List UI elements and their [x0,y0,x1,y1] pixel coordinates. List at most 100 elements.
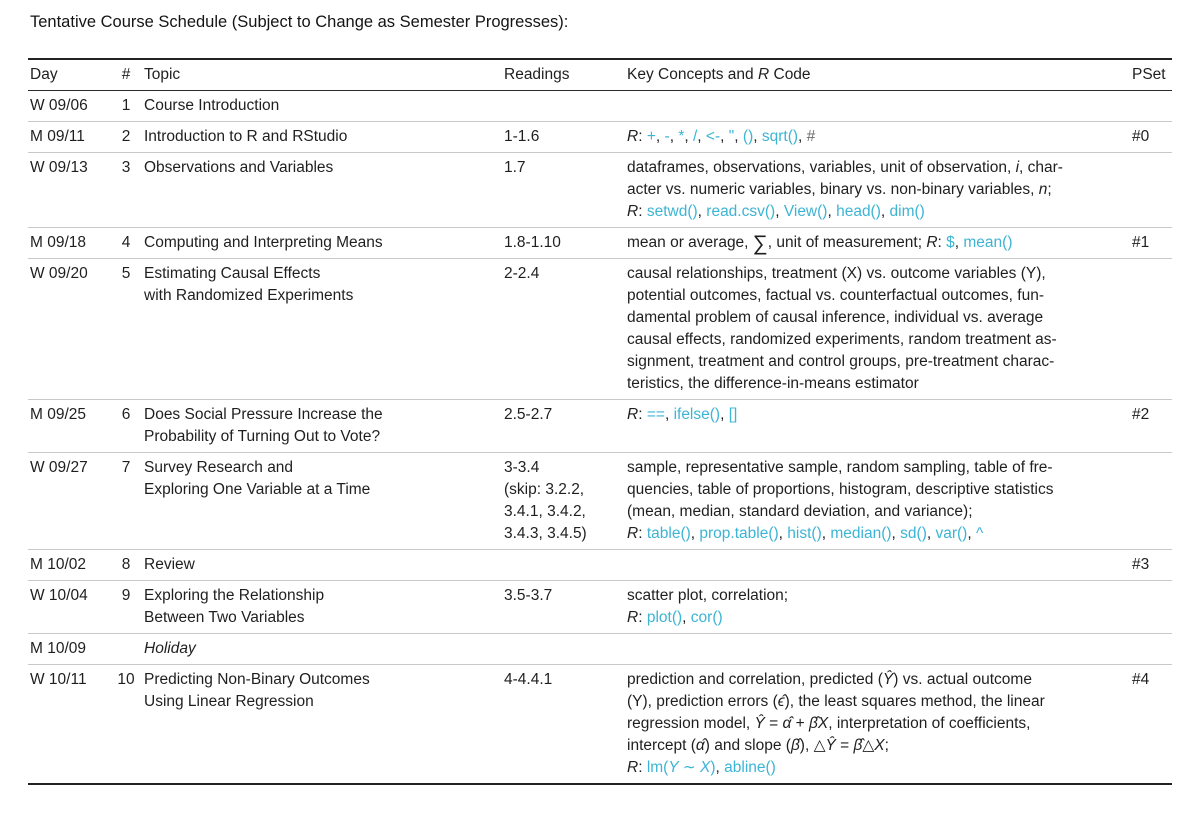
text-line: Between Two Variables [144,607,504,629]
text-segment: : [638,525,647,542]
text-segment: ) vs. actual outcome [893,671,1032,688]
concepts-cell: sample, representative sample, random sa… [627,453,1132,549]
text-segment: / [692,128,698,145]
text-segment: 1.7 [504,159,526,176]
text-segment: M 10/02 [30,556,87,573]
text-line: acter vs. numeric variables, binary vs. … [627,179,1132,201]
text-segment: , [720,128,729,145]
text-line: damental problem of causal inference, in… [627,307,1132,329]
num-cell: 2 [108,122,144,152]
topic-cell: Does Social Pressure Increase the Probabi… [144,400,504,452]
text-segment: Exploring One Variable at a Time [144,481,371,498]
num-cell: 7 [108,453,144,549]
table-row: M 10/09 Holiday [28,633,1172,664]
text-segment: Estimating Causal Effects [144,265,321,282]
text-segment: read.csv() [706,203,776,220]
text-segment: , [827,203,837,220]
text-segment: Review [144,556,195,573]
concepts-cell: R: +, -, *, /, <-, ", (), sqrt(), # [627,122,1132,152]
text-segment: Ŷ [754,715,765,732]
day-cell: W 10/11 [28,665,108,783]
day-cell: W 10/04 [28,581,108,633]
text-segment: dataframes, observations, variables, uni… [627,159,1016,176]
text-segment: mean or average, [627,234,753,251]
text-line: Predicting Non-Binary Outcomes [144,669,504,691]
text-segment: 2.5-2.7 [504,406,553,423]
text-line: M 10/09 [30,638,108,660]
text-line: 3-3.4 [504,457,627,479]
day-cell: M 10/09 [28,634,108,664]
text-segment: 7 [121,459,131,476]
schedule-table: Day # Topic Readings Key Concepts and R … [28,58,1172,785]
day-cell: M 09/18 [28,228,108,258]
text-segment: α̂ [782,715,792,732]
num-cell: 10 [108,665,144,783]
text-segment: ; [1047,181,1052,198]
text-line: (mean, median, standard deviation, and v… [627,501,1132,523]
text-segment: , [821,525,831,542]
text-segment: , [697,203,707,220]
day-cell: W 09/27 [28,453,108,549]
text-line: R: plot(), cor() [627,607,1132,629]
text-segment: , [891,525,901,542]
readings-cell [504,91,627,121]
num-cell [108,634,144,664]
text-line: 10 [108,669,144,691]
text-line: 7 [108,457,144,479]
text-segment: - [664,128,670,145]
text-line: M 09/25 [30,404,108,426]
text-segment: setwd() [646,203,698,220]
pset-cell: #2 [1132,400,1172,452]
text-line: M 09/11 [30,126,108,148]
text-segment: 10 [117,671,135,688]
table-row: M 09/25 6 Does Social Pressure Increase th… [28,399,1172,452]
text-segment: <- [705,128,721,145]
table-body: W 09/06 1 Course Introduction M 09/11 2 Intro… [28,91,1172,783]
text-segment: scatter plot, correlation; [627,587,789,604]
text-segment: ϵ̂ [777,693,785,710]
day-cell: W 09/20 [28,259,108,399]
text-segment: #3 [1132,556,1150,573]
col-header-pset: PSet [1132,66,1166,83]
text-line: Computing and Interpreting Means [144,232,504,254]
text-segment: 3.4.3, 3.4.5) [504,525,587,542]
text-segment: 4 [121,234,131,251]
text-segment: , [690,525,700,542]
text-line: 4 [108,232,144,254]
text-segment: Probability of Turning Out to Vote? [144,428,381,445]
table-row: M 10/02 8 Review #3 [28,549,1172,580]
text-segment: 8 [121,556,131,573]
text-segment: ) [710,759,716,776]
readings-cell: 3.5-3.7 [504,581,627,633]
table-row: W 10/04 9 Exploring the Relationship Betwee… [28,580,1172,633]
text-segment: Introduction to R and RStudio [144,128,348,145]
text-line: M 09/18 [30,232,108,254]
text-segment: M 09/18 [30,234,87,251]
concepts-cell: prediction and correlation, predicted (Ŷ… [627,665,1132,783]
text-line: Holiday [144,638,504,660]
text-line: with Randomized Experiments [144,285,504,307]
text-line: 1-1.6 [504,126,627,148]
text-segment: table() [646,525,691,542]
text-segment: 3.5-3.7 [504,587,553,604]
text-line: 6 [108,404,144,426]
text-segment: mean() [963,234,1013,251]
text-segment: , [778,525,788,542]
num-cell: 5 [108,259,144,399]
text-line: mean or average, ∑, unit of measurement;… [627,232,1132,254]
text-segment: , [753,128,762,145]
schedule-page: Tentative Course Schedule (Subject to Ch… [28,13,1172,785]
text-segment: M 09/25 [30,406,87,423]
text-line: teristics, the difference-in-means estim… [627,373,1132,395]
pset-cell: #4 [1132,665,1172,783]
col-header-number: # [121,66,131,83]
text-line: R: +, -, *, /, <-, ", (), sqrt(), # [627,126,1132,148]
text-line: 3.4.3, 3.4.5) [504,523,627,545]
topic-cell: Exploring the Relationship Between Two Va… [144,581,504,633]
text-line: scatter plot, correlation; [627,585,1132,607]
text-line: 8 [108,554,144,576]
text-line: W 10/04 [30,585,108,607]
text-segment: β̂ [790,737,800,754]
text-segment: dim() [889,203,925,220]
topic-cell: Review [144,550,504,580]
